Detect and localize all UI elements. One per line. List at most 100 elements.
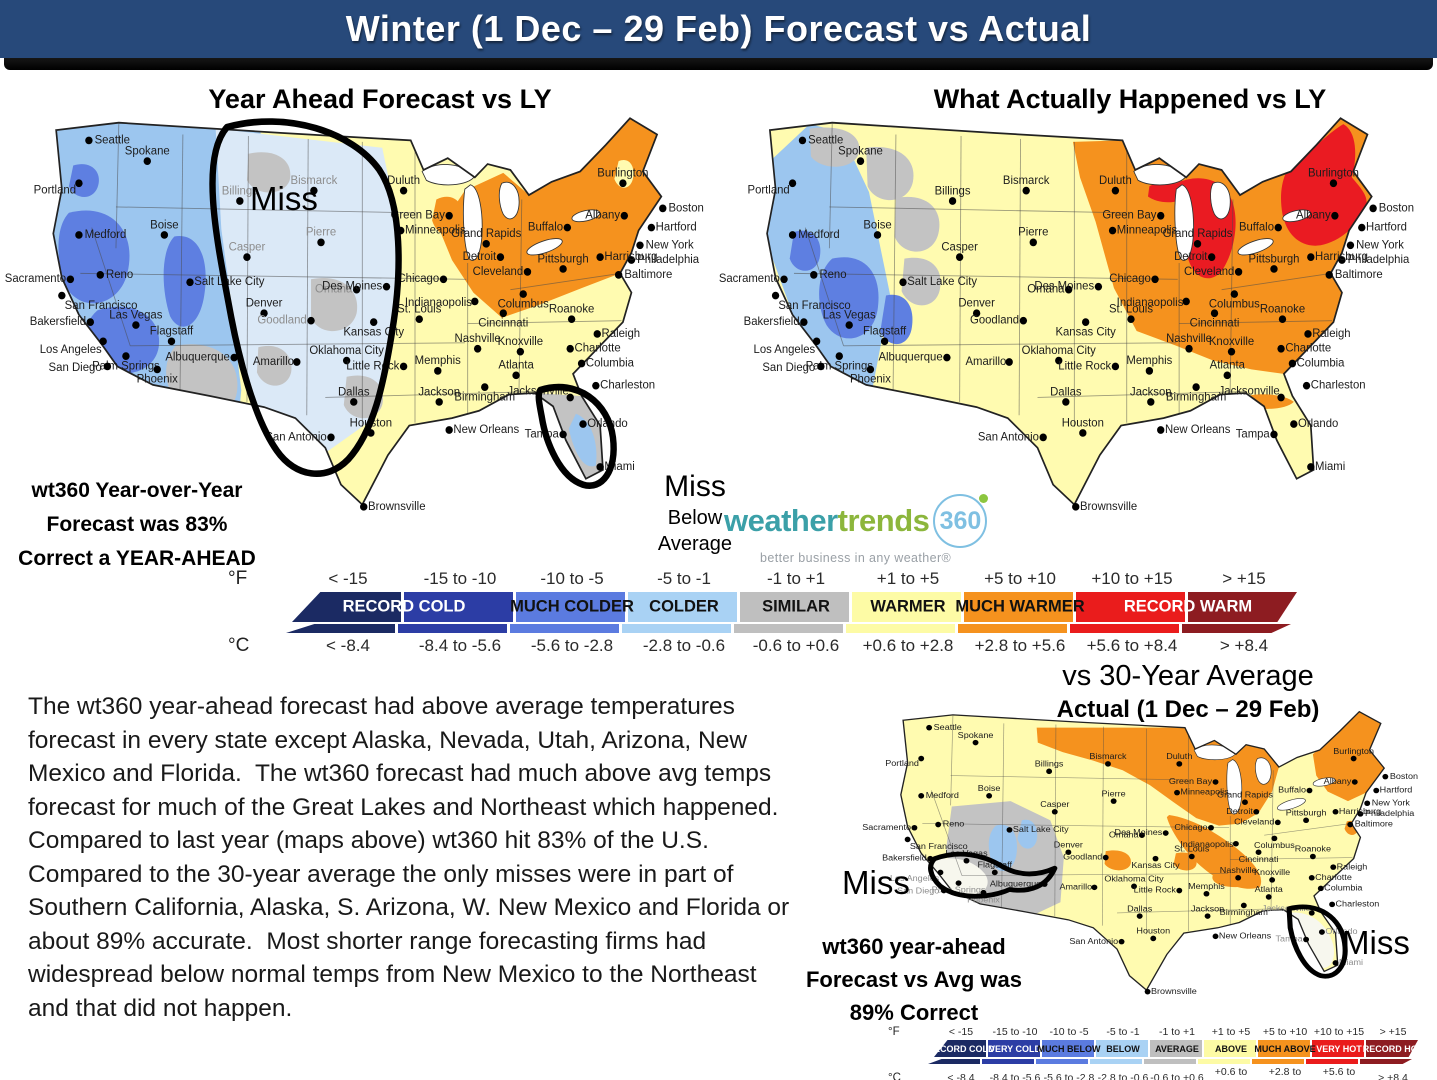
city-dot [1157, 426, 1165, 434]
city-label: Nashville [1220, 865, 1257, 875]
city-dot [812, 337, 821, 346]
city-dot [415, 315, 423, 324]
state-border [115, 206, 414, 214]
city-dot [1176, 761, 1183, 767]
city-dot [817, 362, 825, 371]
state-border [892, 134, 897, 391]
city-label: Columbia [1297, 357, 1345, 369]
city-dot [75, 231, 83, 239]
city-label: Atlanta [498, 358, 534, 371]
caption-line: wt360 year-ahead [822, 934, 1006, 959]
city-label: Albany [1296, 210, 1331, 222]
state-border [325, 391, 534, 398]
city-dot [937, 869, 944, 876]
city-label: St. Louis [1109, 303, 1153, 315]
city-label: Knoxville [498, 335, 544, 348]
temperature-region [819, 257, 879, 339]
city-dot [1302, 381, 1311, 390]
city-label: Columbus [498, 297, 549, 310]
state-border [1270, 770, 1274, 911]
city-dot [620, 211, 629, 220]
state-border [467, 320, 622, 325]
city-label: Charleston [600, 378, 655, 391]
city-dot [935, 821, 942, 828]
us-outline [766, 117, 1373, 507]
vs-avg-accuracy-caption: wt360 year-ahead Forecast vs Avg was 89%… [788, 930, 1040, 1029]
city-dot [788, 231, 797, 239]
us-outline [52, 117, 663, 507]
logo-360-circle: 360 [933, 494, 989, 548]
city-dot [1210, 309, 1219, 318]
city-dot [1240, 902, 1247, 909]
city-dot [439, 275, 448, 284]
actual-map-title: What Actually Happened vs LY [933, 84, 1327, 114]
legend-color-strip [1252, 1059, 1304, 1064]
city-dot [866, 365, 875, 374]
city-label: Columbus [1254, 840, 1295, 850]
state-border [80, 272, 467, 280]
legend-color-segment [1188, 592, 1297, 622]
city-label: Duluth [1166, 751, 1192, 761]
city-dot [1329, 179, 1338, 188]
city-dot [1145, 367, 1154, 375]
state-border [246, 135, 249, 402]
city-label: Miami [1339, 957, 1363, 967]
city-label: Minneapolis [1180, 787, 1229, 797]
city-label: Houston [1136, 926, 1170, 936]
city-dot [943, 353, 951, 362]
city-label: Albuquerque [990, 879, 1041, 889]
city-dot [360, 502, 368, 511]
legend-color-strip [1182, 624, 1291, 633]
city-label: Grand Rapids [451, 227, 521, 240]
city-dot [519, 290, 527, 298]
city-label: Duluth [387, 174, 420, 187]
city-dot [856, 157, 865, 165]
city-dot [230, 353, 238, 362]
city-label: Billings [935, 185, 971, 197]
city-label: Jackson [418, 385, 460, 398]
city-dot [327, 433, 335, 442]
city-dot [1364, 800, 1371, 807]
city-label: Cincinnati [1190, 317, 1240, 329]
city-dot [58, 291, 66, 300]
city-dot [1332, 960, 1339, 966]
city-label: Baltimore [1335, 269, 1383, 281]
city-label: Goodland [1063, 852, 1102, 862]
below-average-note-line2: Average [657, 533, 733, 555]
celsius-range-label: > +8.4 [1219, 636, 1269, 655]
legend-category-label: MUCH WARMER [955, 597, 1085, 616]
city-dot [1192, 383, 1200, 391]
city-dot [559, 265, 567, 273]
fahrenheit-range-label: < -15 [948, 1026, 974, 1038]
legend-color-segment [1042, 1040, 1094, 1057]
vs-30yr-average-title: vs 30-Year Average [1062, 660, 1314, 692]
miss-annotation-socal: Miss [842, 864, 910, 901]
legend-color-segment [1366, 1040, 1418, 1057]
city-label: San Antonio [978, 431, 1039, 443]
city-label: Memphis [1188, 881, 1225, 891]
city-dot [1307, 463, 1315, 471]
city-label: Spokane [125, 144, 170, 157]
city-dot [1046, 768, 1053, 775]
city-dot [1147, 398, 1155, 406]
city-label: Atlanta [1255, 884, 1283, 894]
legend-color-segment [1204, 1040, 1256, 1057]
celsius-range-label: -0.6 to +0.6 [1150, 1072, 1204, 1080]
city-label: Raleigh [1312, 328, 1350, 340]
city-dot [1351, 779, 1358, 785]
celsius-range-label: -5.6 to -2.8 [1043, 1072, 1095, 1080]
miss-outline [535, 383, 617, 490]
city-label: Green Bay [1102, 210, 1156, 222]
city-dot [1108, 226, 1117, 235]
city-label: Birmingham [1166, 391, 1226, 403]
city-dot [566, 344, 574, 353]
city-dot [1139, 832, 1145, 838]
city-label: Green Bay [1169, 776, 1213, 786]
legend-color-segment [934, 1040, 986, 1057]
city-dot [307, 316, 315, 325]
city-label: San Francisco [910, 841, 968, 851]
temperature-region [901, 257, 941, 306]
city-label: New Orleans [1219, 931, 1272, 941]
below-average-note-line1: Below [667, 507, 723, 529]
